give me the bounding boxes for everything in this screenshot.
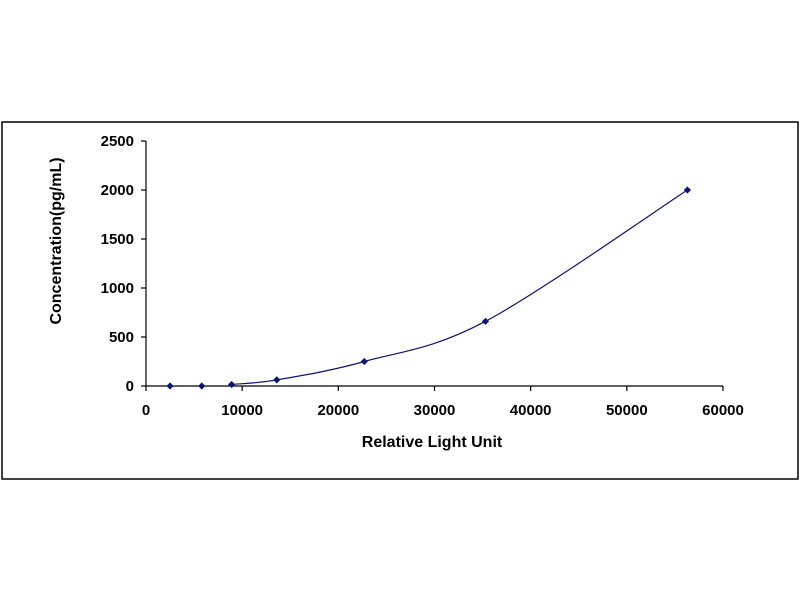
x-axis-title: Relative Light Unit <box>362 434 503 451</box>
x-axis-ticks: 0 10000 20000 30000 40000 50000 60000 <box>142 386 744 419</box>
x-tick-label: 50000 <box>606 402 648 419</box>
data-point <box>198 382 206 390</box>
data-points <box>166 186 692 390</box>
plot-area: 0 500 1000 1500 2000 2500 0 10000 20000 30000 400… <box>101 133 744 419</box>
x-tick-label: 10000 <box>221 402 263 419</box>
data-point <box>273 376 281 384</box>
data-point <box>360 357 368 366</box>
x-tick-label: 60000 <box>702 402 744 419</box>
y-tick-label: 1500 <box>101 231 134 248</box>
chart-frame <box>1 121 799 480</box>
x-tick-label: 40000 <box>510 402 552 419</box>
data-point <box>683 186 692 194</box>
y-axis-title: Concentration(pg/mL) <box>48 157 65 324</box>
y-tick-label: 500 <box>109 329 134 346</box>
data-point <box>481 317 490 325</box>
data-point <box>166 382 174 390</box>
y-tick-label: 2500 <box>101 133 134 150</box>
x-tick-label: 20000 <box>317 402 359 419</box>
y-axis-ticks: 0 500 1000 1500 2000 2500 <box>101 133 146 395</box>
x-tick-label: 30000 <box>414 402 456 419</box>
y-tick-label: 2000 <box>101 182 134 199</box>
y-tick-label: 1000 <box>101 280 134 297</box>
x-tick-label: 0 <box>142 402 150 419</box>
y-tick-label: 0 <box>126 378 134 395</box>
data-point <box>227 380 236 389</box>
